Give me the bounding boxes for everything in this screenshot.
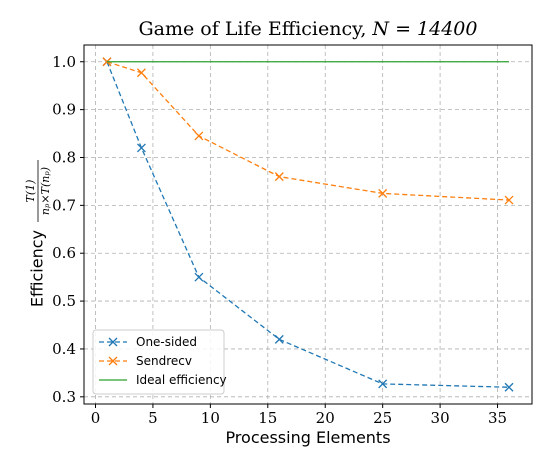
x-tick-label: 35 [488, 409, 507, 427]
y-axis-label-text: Efficiency [28, 230, 47, 307]
chart-title: Game of Life Efficiency, N = 14400 [139, 18, 478, 40]
x-tick-label: 0 [91, 409, 101, 427]
data-point-sendrecv [137, 69, 145, 77]
y-tick-label: 0.9 [52, 101, 76, 119]
y-tick-label: 0.7 [52, 196, 76, 214]
data-point-one-sided [275, 335, 283, 343]
chart-title-text: Game of Life Efficiency, [139, 18, 373, 40]
data-point-sendrecv [275, 173, 283, 181]
x-tick-label: 30 [431, 409, 450, 427]
y-axis-label: Efficiency T(1) nₚ×T(nₚ) [24, 160, 52, 307]
legend-label-ideal-efficiency: Ideal efficiency [136, 373, 227, 387]
data-point-one-sided [137, 144, 145, 152]
data-point-sendrecv [195, 132, 203, 140]
y-axis-label-numerator: T(1) [24, 180, 37, 203]
y-tick-label: 1.0 [52, 53, 76, 71]
x-axis-ticks: 0 5 10 15 20 25 30 35 [91, 404, 507, 427]
legend-label-one-sided: One-sided [136, 335, 197, 349]
y-axis-label-denominator: nₚ×T(nₚ) [39, 167, 52, 215]
legend-label-sendrecv: Sendrecv [136, 354, 192, 368]
chart-title-math: N = 14400 [371, 18, 477, 40]
x-axis-label: Processing Elements [225, 428, 390, 447]
x-tick-label: 10 [201, 409, 220, 427]
legend: One-sided Sendrecv Ideal efficiency [93, 330, 227, 394]
series-line-sendrecv [107, 62, 509, 200]
x-tick-label: 5 [148, 409, 158, 427]
x-tick-label: 15 [258, 409, 277, 427]
y-tick-label: 0.4 [52, 340, 76, 358]
data-point-one-sided [195, 273, 203, 281]
y-tick-label: 0.8 [52, 148, 76, 166]
y-tick-label: 0.3 [52, 388, 76, 406]
y-axis-ticks: 0.3 0.4 0.5 0.6 0.7 0.8 0.9 1.0 [52, 53, 84, 406]
y-tick-label: 0.5 [52, 292, 76, 310]
x-tick-label: 25 [373, 409, 392, 427]
y-tick-label: 0.6 [52, 244, 76, 262]
x-tick-label: 20 [316, 409, 335, 427]
